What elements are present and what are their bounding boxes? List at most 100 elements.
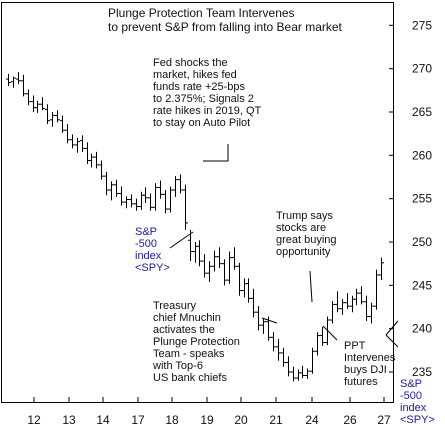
annotation-trump: Trump says stocks are great buying oppor… bbox=[276, 210, 337, 258]
ohlc-bar bbox=[158, 180, 163, 199]
ohlc-bar bbox=[212, 250, 217, 272]
ohlc-bar bbox=[345, 293, 350, 309]
pointer-mnuchin bbox=[261, 317, 278, 324]
ohlc-bar bbox=[193, 242, 198, 263]
ohlc-bar bbox=[26, 89, 31, 106]
chart-title: Plunge Protection Team Intervenes to pre… bbox=[108, 6, 342, 34]
x-tick-label: 18 bbox=[165, 413, 179, 427]
ohlc-bar bbox=[197, 240, 202, 267]
ohlc-bar bbox=[232, 247, 237, 270]
ohlc-bar bbox=[330, 300, 335, 324]
ohlc-bar bbox=[335, 291, 340, 313]
x-tick-label: 13 bbox=[62, 413, 76, 427]
annotation-spy-right: S&P -500 index <SPY> bbox=[400, 378, 435, 426]
y-tick-label: 270 bbox=[412, 62, 432, 76]
y-tick-label: 245 bbox=[412, 278, 432, 292]
ohlc-bar bbox=[139, 191, 144, 210]
ohlc-bar bbox=[242, 278, 247, 298]
ohlc-bar bbox=[148, 193, 153, 211]
ohlc-bar bbox=[227, 251, 232, 284]
ohlc-bar bbox=[40, 97, 45, 111]
ohlc-bar bbox=[178, 174, 183, 194]
ohlc-bar bbox=[296, 369, 301, 381]
annotation-ppt: PPT Intervenes buys DJI futures bbox=[344, 340, 396, 388]
ohlc-bar bbox=[207, 261, 212, 282]
ohlc-bar bbox=[104, 171, 109, 196]
y-tick-label: 255 bbox=[412, 192, 432, 206]
annotation-pointers bbox=[169, 144, 399, 348]
x-axis: 12 13 14 17 18 19 20 21 24 26 27 bbox=[27, 397, 391, 427]
ohlc-bar bbox=[6, 73, 11, 86]
price-bars bbox=[6, 72, 384, 382]
plot-frame bbox=[1, 2, 394, 403]
x-tick-label: 20 bbox=[234, 413, 248, 427]
ohlc-bar bbox=[183, 184, 188, 230]
annotation-fed: Fed shocks the market, hikes fed funds r… bbox=[153, 57, 262, 129]
y-tick-label: 265 bbox=[412, 105, 432, 119]
ohlc-bar bbox=[129, 194, 134, 208]
ohlc-bar bbox=[45, 104, 50, 125]
x-tick-label: 21 bbox=[269, 413, 283, 427]
ohlc-bar bbox=[65, 124, 70, 144]
ohlc-bar bbox=[188, 229, 193, 262]
ohlc-bar bbox=[16, 72, 21, 85]
ohlc-bar bbox=[354, 288, 359, 306]
ohlc-bar bbox=[305, 368, 310, 379]
ohlc-bar bbox=[99, 160, 104, 180]
ohlc-bar bbox=[350, 295, 355, 313]
ohlc-bar bbox=[75, 138, 80, 153]
ohlc-bar bbox=[35, 100, 40, 113]
ohlc-bar bbox=[173, 176, 178, 197]
y-tick-label: 260 bbox=[412, 148, 432, 162]
pointer-ppt bbox=[322, 325, 338, 341]
ohlc-bar bbox=[124, 196, 129, 209]
ohlc-bar bbox=[276, 339, 281, 361]
ohlc-bar bbox=[374, 269, 379, 310]
ohlc-bar bbox=[89, 153, 94, 168]
ohlc-bar bbox=[168, 186, 173, 213]
x-tick-label: 12 bbox=[27, 413, 41, 427]
x-tick-label: 26 bbox=[343, 413, 357, 427]
ohlc-bar bbox=[31, 95, 36, 112]
ohlc-bar bbox=[55, 110, 60, 123]
ohlc-bar bbox=[70, 134, 75, 149]
ohlc-bar bbox=[153, 183, 158, 211]
ohlc-bar bbox=[237, 262, 242, 296]
ohlc-bar bbox=[364, 295, 369, 321]
ohlc-bar bbox=[251, 288, 256, 318]
x-tick-label: 19 bbox=[200, 413, 214, 427]
ohlc-bar bbox=[11, 76, 16, 88]
x-tick-label: 17 bbox=[131, 413, 145, 427]
ohlc-bar bbox=[114, 179, 119, 197]
ohlc-bar bbox=[80, 135, 85, 152]
x-tick-label: 24 bbox=[305, 413, 319, 427]
annotation-spy-left: S&P -500 index <SPY> bbox=[135, 226, 170, 274]
x-tick-label: 27 bbox=[377, 413, 391, 427]
ohlc-bar bbox=[60, 115, 65, 133]
y-tick-label: 240 bbox=[412, 322, 432, 336]
ohlc-bar bbox=[163, 190, 168, 214]
y-tick-label: 250 bbox=[412, 235, 432, 249]
pointer-spy-right-down bbox=[385, 334, 399, 348]
y-axis: 275 270 265 260 255 250 245 240 235 bbox=[389, 18, 432, 379]
ohlc-bar bbox=[310, 347, 315, 374]
ohlc-bar bbox=[119, 186, 124, 206]
ohlc-bar bbox=[271, 332, 276, 352]
ohlc-bar bbox=[281, 347, 286, 367]
pointer-spy-right-up bbox=[385, 320, 399, 336]
ohlc-bar bbox=[246, 278, 251, 303]
ohlc-bar bbox=[286, 356, 291, 377]
ohlc-bar bbox=[379, 257, 384, 281]
pointer-trump bbox=[309, 270, 313, 303]
ohlc-bar bbox=[21, 74, 26, 97]
ohlc-bar bbox=[340, 299, 345, 315]
ohlc-bar bbox=[256, 306, 261, 331]
ohlc-bar bbox=[369, 302, 374, 324]
ohlc-bar bbox=[359, 286, 364, 305]
y-tick-label: 235 bbox=[412, 365, 432, 379]
annotation-mnuchin: Treasury chief Mnuchin activates the Plu… bbox=[153, 300, 240, 384]
ohlc-bar bbox=[261, 318, 266, 334]
ohlc-bar bbox=[291, 366, 296, 382]
ohlc-bar bbox=[315, 332, 320, 356]
